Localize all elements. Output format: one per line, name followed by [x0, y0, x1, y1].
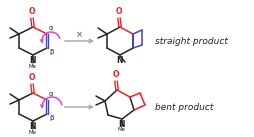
Text: O: O — [29, 7, 35, 16]
Text: N: N — [118, 120, 125, 129]
Text: Me: Me — [29, 64, 37, 69]
Text: N: N — [116, 56, 123, 65]
Text: β: β — [49, 49, 53, 55]
Text: O: O — [115, 7, 122, 16]
Text: Me: Me — [29, 130, 37, 135]
Text: straight product: straight product — [154, 36, 227, 45]
Text: O: O — [112, 70, 119, 79]
Text: ×: × — [76, 31, 83, 39]
Text: β: β — [49, 115, 53, 121]
Text: Me: Me — [118, 127, 125, 132]
Text: α: α — [49, 25, 53, 31]
Text: bent product: bent product — [154, 102, 213, 112]
Text: α: α — [49, 91, 53, 97]
Text: O: O — [29, 73, 35, 82]
Text: N: N — [30, 122, 36, 131]
Text: N: N — [30, 56, 36, 65]
